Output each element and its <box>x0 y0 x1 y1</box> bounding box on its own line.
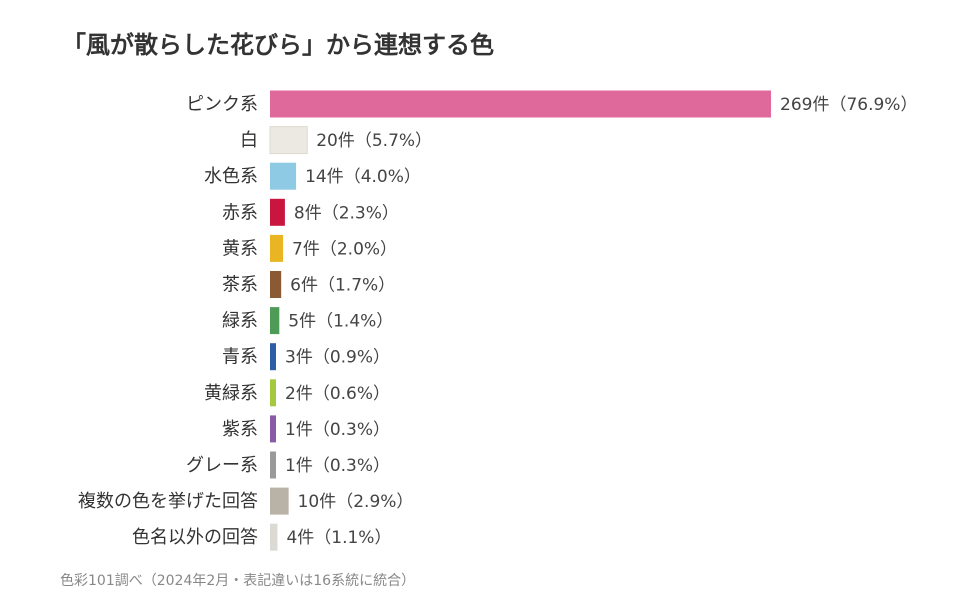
bar <box>270 234 284 262</box>
category-label: 白 <box>240 130 258 151</box>
category-label: グレー系 <box>186 455 258 476</box>
value-label: 20件（5.7%） <box>316 131 432 151</box>
bar <box>270 307 280 335</box>
value-label: 14件（4.0%） <box>305 167 421 187</box>
category-label: 色名以外の回答 <box>132 527 258 548</box>
bar <box>270 343 276 371</box>
bar <box>270 198 285 226</box>
bar <box>270 162 297 190</box>
bar <box>269 126 308 155</box>
category-label: 紫系 <box>222 419 258 440</box>
value-label: 4件（1.1%） <box>286 528 391 548</box>
bar <box>270 487 289 515</box>
value-label: 1件（0.3%） <box>285 420 390 440</box>
category-label: ピンク系 <box>186 94 258 115</box>
bar <box>270 415 276 443</box>
value-label: 269件（76.9%） <box>780 95 917 115</box>
category-label: 黄系 <box>222 238 258 259</box>
value-label: 1件（0.3%） <box>285 456 390 476</box>
bar <box>270 379 276 407</box>
value-label: 10件（2.9%） <box>298 492 414 512</box>
chart-title: 「風が散らした花びら」から連想する色 <box>62 31 494 59</box>
category-label: 赤系 <box>222 202 258 223</box>
bar <box>270 451 276 479</box>
bar <box>270 271 282 298</box>
bar <box>270 90 771 118</box>
chart-source-note: 色彩101調べ（2024年2月・表記違いは16系統に統合） <box>60 573 416 589</box>
category-label: 緑系 <box>222 311 258 332</box>
value-label: 2件（0.6%） <box>285 384 390 404</box>
value-label: 6件（1.7%） <box>290 276 395 296</box>
bar <box>270 523 278 551</box>
value-label: 3件（0.9%） <box>285 348 390 368</box>
value-label: 8件（2.3%） <box>294 203 399 223</box>
category-label: 茶系 <box>222 275 258 296</box>
category-label: 青系 <box>222 347 258 368</box>
value-label: 7件（2.0%） <box>292 239 397 259</box>
category-label: 水色系 <box>204 166 258 187</box>
category-label: 複数の色を挙げた回答 <box>78 491 258 512</box>
category-label: 黄緑系 <box>204 383 258 404</box>
value-label: 5件（1.4%） <box>288 312 393 332</box>
